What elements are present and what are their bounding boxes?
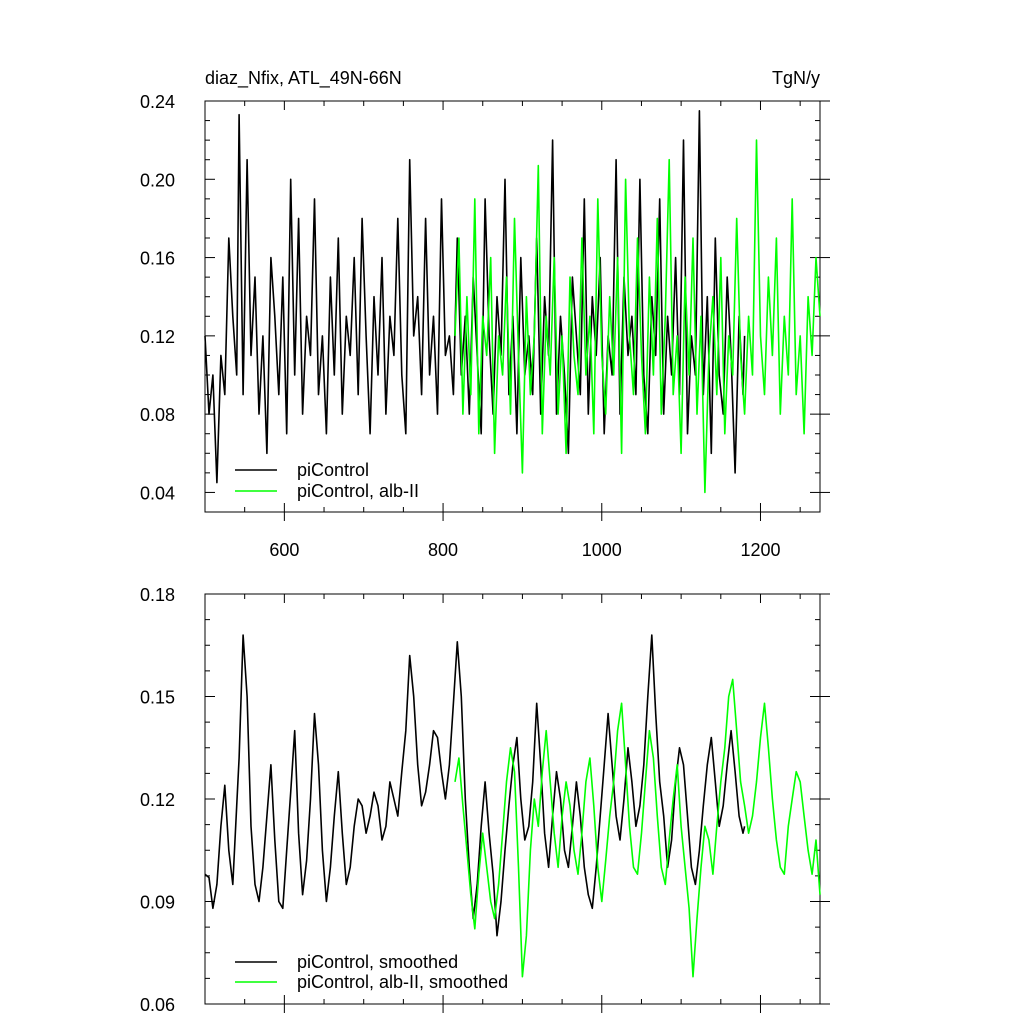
legend-label-picontrol-smoothed: piControl, smoothed — [297, 952, 458, 972]
legend-label-picontrol-alb-ii: piControl, alb-II — [297, 481, 419, 501]
top-y-tick-label: 0.12 — [140, 327, 175, 347]
top-y-tick-label: 0.20 — [140, 170, 175, 190]
top-series-picontrol — [204, 110, 746, 484]
bottom-y-tick-label: 0.06 — [140, 995, 175, 1015]
top-x-tick-label: 1200 — [740, 540, 780, 560]
top-panel-title: diaz_Nfix, ATL_49N-66N — [205, 68, 402, 89]
bottom-y-tick-label: 0.18 — [140, 585, 175, 605]
bottom-y-tick-label: 0.15 — [140, 688, 175, 708]
bottom-series-picontrol-smoothed — [204, 634, 746, 937]
bottom-panel-series — [204, 634, 821, 978]
top-x-tick-label: 600 — [269, 540, 299, 560]
top-panel-series — [204, 110, 821, 494]
bottom-y-tick-label: 0.09 — [140, 893, 175, 913]
top-y-tick-label: 0.16 — [140, 249, 175, 269]
bottom-series-picontrol-alb-ii-smoothed — [454, 678, 821, 978]
bottom-panel-legend: piControl, smoothed piControl, alb-II, s… — [235, 952, 508, 992]
top-panel-legend: piControl piControl, alb-II — [235, 460, 419, 501]
top-panel: diaz_Nfix, ATL_49N-66N TgN/y 600 800 1000 1… — [140, 68, 830, 560]
bottom-y-tick-label: 0.12 — [140, 790, 175, 810]
top-x-tick-label: 800 — [428, 540, 458, 560]
top-y-tick-label: 0.04 — [140, 483, 175, 503]
bottom-panel-axes: 0.06 0.09 0.12 0.15 0.18 — [140, 585, 830, 1015]
legend-label-picontrol: piControl — [297, 460, 369, 480]
top-y-tick-label: 0.08 — [140, 405, 175, 425]
top-series-picontrol-alb-ii — [454, 139, 821, 494]
legend-label-picontrol-alb-ii-smoothed: piControl, alb-II, smoothed — [297, 972, 508, 992]
top-y-tick-label: 0.24 — [140, 92, 175, 112]
bottom-panel: 0.06 0.09 0.12 0.15 0.18 piControl, smoothed… — [140, 585, 830, 1015]
top-panel-units: TgN/y — [772, 68, 820, 88]
top-x-tick-label: 1000 — [582, 540, 622, 560]
top-panel-axes: 600 800 1000 1200 0.04 0.08 0.12 0.16 0.20 0.24 — [140, 92, 830, 560]
